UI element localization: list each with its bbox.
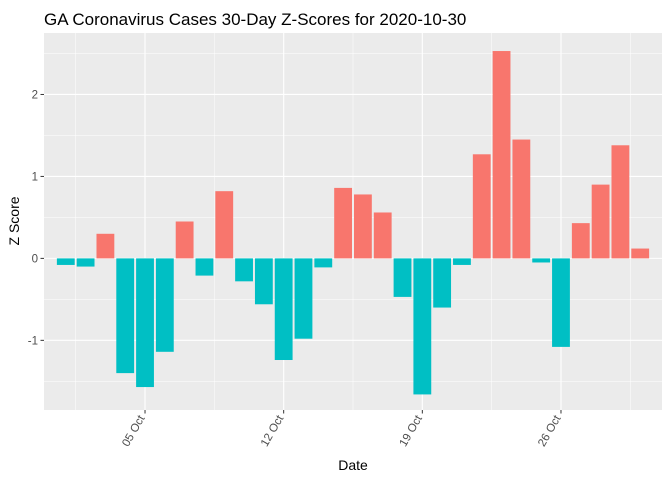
x-tick-label: 12 Oct bbox=[259, 413, 287, 449]
bar bbox=[472, 154, 491, 259]
bar bbox=[274, 258, 293, 361]
bar bbox=[136, 258, 154, 388]
x-axis-title: Date bbox=[338, 457, 368, 473]
bar bbox=[571, 223, 590, 259]
bar bbox=[453, 258, 471, 265]
y-axis-title: Z Score bbox=[6, 196, 22, 245]
bar bbox=[433, 258, 452, 308]
bar bbox=[512, 139, 531, 259]
bar bbox=[96, 233, 115, 259]
x-tick-label: 05 Oct bbox=[120, 413, 148, 449]
bar bbox=[235, 258, 253, 282]
bar bbox=[353, 194, 372, 259]
bar bbox=[492, 51, 511, 259]
y-tick-label: 2 bbox=[32, 89, 38, 101]
bar bbox=[175, 221, 194, 259]
bar bbox=[373, 212, 392, 259]
bar bbox=[215, 191, 234, 259]
bar bbox=[413, 258, 432, 395]
x-tick-label: 26 Oct bbox=[536, 413, 564, 449]
bars bbox=[56, 51, 650, 395]
bar bbox=[195, 258, 214, 276]
bar bbox=[76, 258, 95, 267]
y-tick-label: 1 bbox=[32, 171, 38, 183]
bar bbox=[56, 258, 75, 265]
y-tick-label: -1 bbox=[28, 335, 38, 347]
bar bbox=[334, 187, 353, 259]
chart-title: GA Coronavirus Cases 30-Day Z-Scores for… bbox=[44, 10, 466, 29]
bar bbox=[611, 145, 630, 259]
bar bbox=[314, 258, 333, 268]
bar bbox=[532, 258, 551, 263]
x-tick-label: 19 Oct bbox=[398, 413, 426, 449]
bar bbox=[591, 184, 610, 259]
x-axis: 05 Oct 12 Oct 19 Oct 26 Oct bbox=[120, 410, 564, 449]
bar bbox=[631, 248, 650, 259]
bar bbox=[393, 258, 412, 297]
bar bbox=[254, 258, 273, 305]
y-axis: -1 0 1 2 bbox=[28, 89, 44, 347]
bar bbox=[552, 258, 570, 347]
bar bbox=[294, 258, 313, 339]
bar bbox=[155, 258, 174, 352]
bar bbox=[116, 258, 135, 374]
y-tick-label: 0 bbox=[32, 253, 38, 265]
